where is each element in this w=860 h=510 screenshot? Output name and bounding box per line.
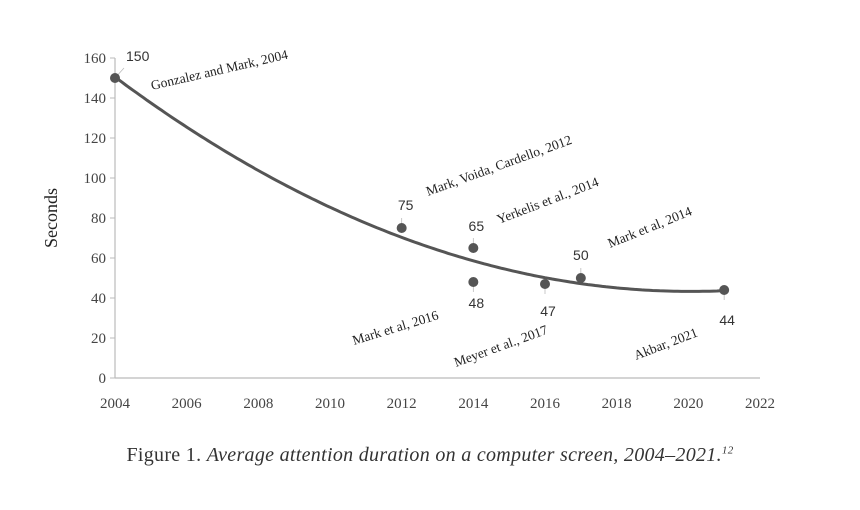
data-label: 65 [469, 218, 485, 234]
source-annotation: Yerkelis et al., 2014 [495, 174, 601, 227]
data-label: 50 [573, 247, 589, 263]
source-annotation: Mark et al, 2014 [606, 203, 695, 250]
data-label: 44 [719, 312, 735, 328]
data-point [540, 279, 550, 289]
data-point [396, 223, 407, 233]
caption-text: Average attention duration on a computer… [206, 444, 722, 466]
x-tick-label: 2008 [243, 396, 273, 412]
data-label: 150 [126, 48, 150, 64]
y-tick-label: 80 [91, 211, 106, 227]
source-annotation: Meyer et al., 2017 [452, 322, 550, 370]
data-label: 75 [398, 197, 414, 213]
y-tick-label: 0 [99, 371, 107, 387]
data-point [110, 73, 120, 83]
y-tick-label: 100 [84, 171, 107, 187]
y-tick-label: 40 [91, 291, 106, 307]
x-tick-label: 2018 [602, 396, 632, 412]
y-tick-label: 140 [84, 91, 107, 107]
y-tick-label: 120 [84, 131, 107, 147]
y-axis-label: Seconds [41, 188, 61, 248]
source-annotation: Mark et al, 2016 [350, 307, 440, 348]
x-tick-label: 2004 [100, 396, 131, 412]
x-tick-label: 2022 [745, 396, 775, 412]
x-tick-label: 2012 [387, 396, 417, 412]
source-annotation: Akbar, 2021 [632, 325, 700, 363]
x-tick-label: 2014 [458, 396, 489, 412]
x-tick-label: 2016 [530, 396, 561, 412]
data-point [468, 243, 479, 253]
x-tick-label: 2006 [172, 396, 203, 412]
x-tick-label: 2010 [315, 396, 345, 412]
figure-caption: Figure 1. Average attention duration on … [0, 444, 860, 467]
y-tick-label: 160 [84, 51, 107, 67]
x-tick-label: 2020 [673, 396, 703, 412]
trend-line [114, 75, 725, 293]
source-annotation: Mark, Voida, Cardello, 2012 [424, 132, 574, 199]
data-point [468, 277, 479, 287]
y-tick-label: 20 [91, 331, 106, 347]
caption-prefix: Figure 1. [126, 444, 202, 466]
data-label: 48 [469, 295, 485, 311]
y-tick-label: 60 [91, 251, 106, 267]
data-point [575, 273, 586, 283]
data-point [719, 285, 730, 295]
caption-footnote: 12 [721, 444, 734, 457]
data-label: 47 [540, 303, 556, 319]
source-annotation: Gonzalez and Mark, 2004 [149, 47, 289, 93]
attention-chart: 0 20 40 60 80 100 120 140 160 2004 2006 2008 2010 201… [41, 47, 775, 412]
